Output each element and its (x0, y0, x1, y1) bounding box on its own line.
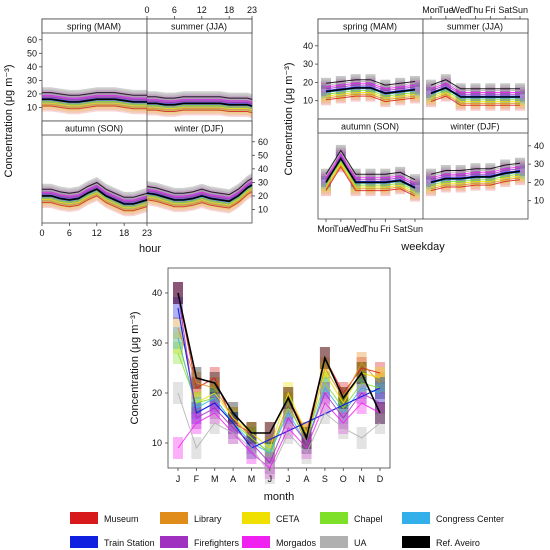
month-xtick-label: A (304, 474, 310, 484)
weekday-strip-winter: winter (DJF) (450, 122, 500, 132)
legend-label-congress-center: Congress Center (436, 514, 504, 524)
weekday-xtick-label: Fri (485, 5, 496, 15)
month-ytick-label: 20 (152, 388, 162, 398)
weekday-ytick-label: 10 (534, 196, 544, 206)
weekday-xtick-label: Fri (380, 224, 391, 234)
month-xtick-label: M (211, 474, 219, 484)
legend-swatch-library (160, 512, 188, 524)
weekday-xlabel: weekday (400, 241, 445, 253)
hour-ytick-label: 10 (258, 204, 268, 214)
month-xtick-label: O (340, 474, 347, 484)
weekday-xtick-label: Thu (468, 5, 484, 15)
month-ytick-label: 30 (152, 338, 162, 348)
legend-swatch-chapel (320, 512, 348, 524)
hour-ytick-label: 10 (27, 102, 37, 112)
legend-label-firefighters: Firefighters (194, 538, 240, 548)
hour-strip-winter: winter (DJF) (174, 124, 224, 134)
month-xtick-label: S (322, 474, 328, 484)
weekday-ytick-label: 40 (303, 41, 313, 51)
hour-xtick-label: 18 (119, 228, 129, 238)
legend-swatch-ua (320, 536, 348, 548)
weekday-ytick-label: 20 (303, 77, 313, 87)
legend-swatch-ref-aveiro (402, 536, 430, 548)
weekday-strip-spring: spring (MAM) (343, 22, 397, 32)
weekday-xtick-label: Sat (393, 224, 407, 234)
hour-ytick-label: 20 (258, 191, 268, 201)
hour-ytick-label: 50 (258, 150, 268, 160)
weekday-ytick-label: 10 (303, 96, 313, 106)
hour-ytick-label: 40 (258, 164, 268, 174)
hour-strip-summer: summer (JJA) (171, 22, 227, 32)
hour-ytick-label: 60 (258, 137, 268, 147)
weekday-xtick-label: Sun (512, 5, 528, 15)
weekday-panel: spring (MAM) summer (JJA) autumn (SON) w… (303, 5, 544, 253)
hour-xlabel: hour (139, 243, 161, 255)
hour-xtick-label: 18 (224, 5, 234, 15)
weekday-ytick-label: 30 (534, 159, 544, 169)
hour-panel: spring (MAM) summer (JJA) autumn (SON) w… (27, 5, 268, 255)
legend-label-train-station: Train Station (104, 538, 155, 548)
hour-xtick-label: 12 (197, 5, 207, 15)
weekday-ylabel: Concentration (μg m⁻³) (283, 62, 295, 175)
hour-ytick-label: 60 (27, 35, 37, 45)
legend: Museum Library CETA Chapel Congress Center Tr… (70, 512, 504, 548)
month-ytick-label: 40 (152, 288, 162, 298)
legend-swatch-museum (70, 512, 98, 524)
hour-ytick-label: 40 (27, 62, 37, 72)
weekday-xtick-label: Sat (498, 5, 512, 15)
weekday-strip-autumn: autumn (SON) (341, 122, 399, 132)
legend-label-museum: Museum (104, 514, 139, 524)
hour-ylabel: Concentration (μg m⁻³) (3, 64, 15, 177)
month-xtick-label: F (194, 474, 200, 484)
hour-ytick-label: 50 (27, 48, 37, 58)
hour-xtick-label: 23 (247, 5, 257, 15)
month-panel: 10 20 30 40 J F M A M J J A S O N D month (152, 268, 390, 503)
hour-xtick-label: 6 (67, 228, 72, 238)
month-xtick-label: J (268, 474, 273, 484)
month-xtick-label: J (286, 474, 291, 484)
legend-swatch-morgados (242, 536, 270, 548)
month-line-chapel (178, 353, 380, 453)
legend-label-morgados: Morgados (276, 538, 317, 548)
month-ytick-label: 10 (152, 438, 162, 448)
hour-strip-autumn: autumn (SON) (65, 124, 123, 134)
hour-ytick-label: 20 (27, 89, 37, 99)
month-xtick-label: D (377, 474, 384, 484)
month-xlabel: month (264, 491, 295, 503)
month-xtick-label: N (358, 474, 365, 484)
weekday-ytick-label: 30 (303, 59, 313, 69)
hour-xtick-label: 0 (39, 228, 44, 238)
legend-label-ua: UA (354, 538, 367, 548)
hour-ytick-label: 30 (258, 177, 268, 187)
weekday-ytick-label: 40 (534, 141, 544, 151)
weekday-xtick-label: Mon (422, 5, 440, 15)
month-line-firefighters (178, 293, 380, 463)
hour-ytick-label: 30 (27, 75, 37, 85)
month-ylabel: Concentration (μg m⁻³) (129, 311, 141, 424)
legend-swatch-train-station (70, 536, 98, 548)
month-xtick-label: J (176, 474, 181, 484)
legend-swatch-firefighters (160, 536, 188, 548)
hour-xtick-label: 6 (172, 5, 177, 15)
hour-xtick-label: 23 (142, 228, 152, 238)
legend-swatch-ceta (242, 512, 270, 524)
legend-label-library: Library (194, 514, 222, 524)
hour-strip-spring: spring (MAM) (67, 22, 121, 32)
hour-xtick-label: 0 (144, 5, 149, 15)
weekday-xtick-label: Sun (407, 224, 423, 234)
month-xtick-label: A (230, 474, 236, 484)
weekday-xtick-label: Mon (317, 224, 335, 234)
legend-label-chapel: Chapel (354, 514, 383, 524)
hour-xtick-label: 12 (92, 228, 102, 238)
month-xtick-label: M (248, 474, 256, 484)
weekday-ytick-label: 20 (534, 177, 544, 187)
legend-label-ceta: CETA (276, 514, 299, 524)
weekday-strip-summer: summer (JJA) (447, 22, 503, 32)
legend-swatch-congress-center (402, 512, 430, 524)
weekday-xtick-label: Thu (363, 224, 379, 234)
legend-label-ref-aveiro: Ref. Aveiro (436, 538, 480, 548)
